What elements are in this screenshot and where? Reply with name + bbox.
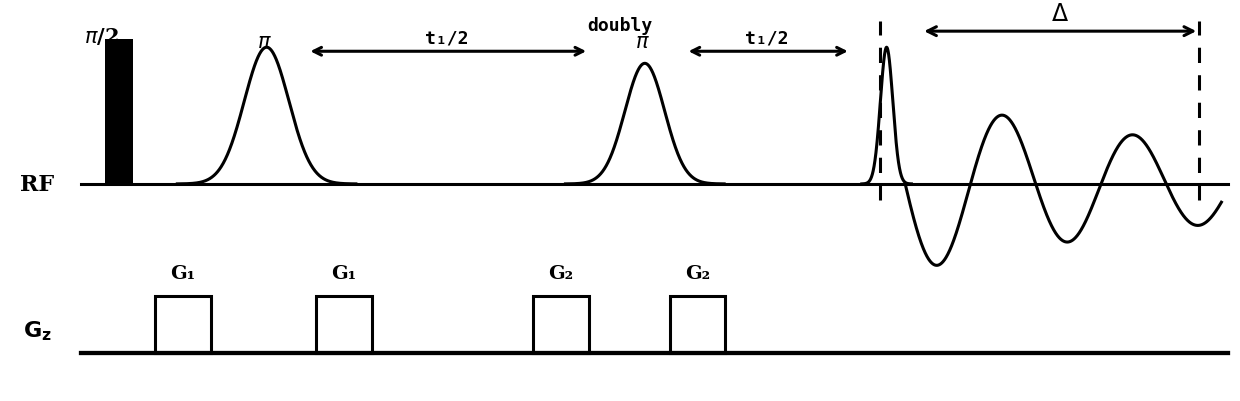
- Text: $\Delta$: $\Delta$: [1052, 2, 1069, 26]
- Text: $\pi$: $\pi$: [635, 32, 650, 52]
- Text: $\pi$/2: $\pi$/2: [84, 26, 119, 47]
- Text: doubly: doubly: [588, 17, 652, 35]
- Bar: [670, 297, 725, 353]
- Text: G₂: G₂: [548, 265, 574, 283]
- Bar: [155, 297, 211, 353]
- Text: G₁: G₁: [331, 265, 357, 283]
- Text: t₁/2: t₁/2: [744, 29, 789, 47]
- Text: RF: RF: [20, 174, 55, 195]
- Text: $\mathbf{G_z}$: $\mathbf{G_z}$: [22, 319, 52, 342]
- Text: $\pi$: $\pi$: [257, 32, 272, 52]
- Bar: [105, 40, 133, 184]
- Bar: [533, 297, 589, 353]
- Bar: [316, 297, 372, 353]
- Text: G₁: G₁: [170, 265, 196, 283]
- Text: G₂: G₂: [684, 265, 711, 283]
- Text: t₁/2: t₁/2: [424, 29, 469, 47]
